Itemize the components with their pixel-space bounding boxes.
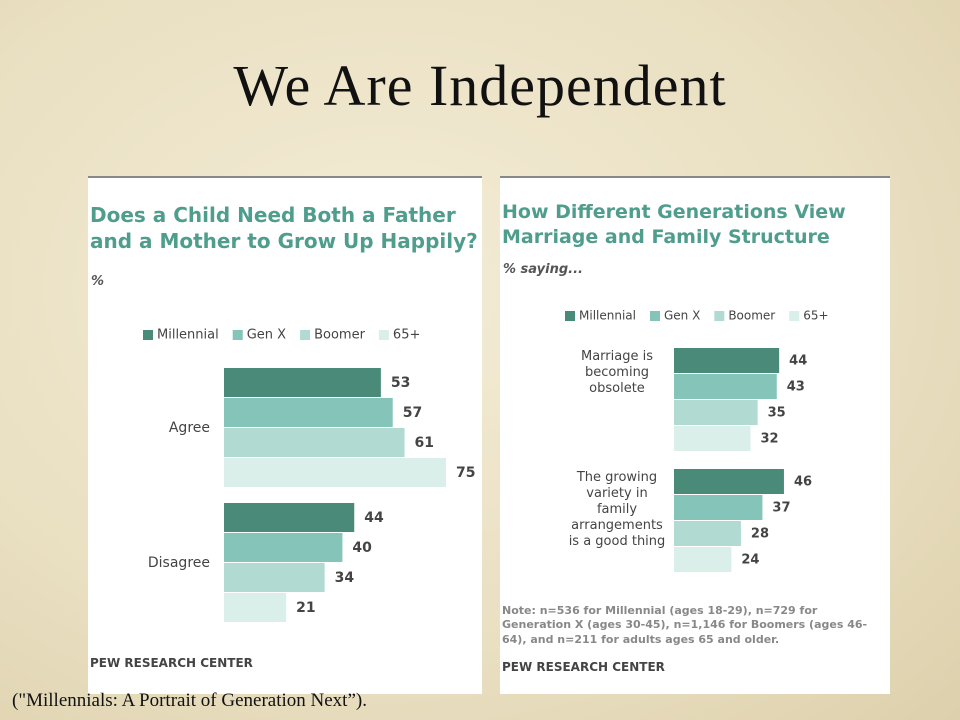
value-label: 44 <box>364 510 384 526</box>
legend-swatch <box>143 330 153 340</box>
bar <box>224 563 325 592</box>
legend-swatch <box>300 330 311 340</box>
legend-label: Boomer <box>314 328 365 343</box>
category-label: Agree <box>169 420 210 436</box>
value-label: 53 <box>391 375 410 391</box>
note: Note: n=536 for Millennial (ages 18-29),… <box>502 604 868 646</box>
source: PEW RESEARCH CENTER <box>90 656 253 670</box>
chart-panel: Does a Child Need Both a Father and a Mo… <box>88 176 482 694</box>
value-label: 35 <box>768 406 786 421</box>
bar <box>674 374 777 399</box>
bar <box>224 593 287 622</box>
bar <box>674 400 758 425</box>
bar <box>674 547 732 572</box>
bar <box>224 368 381 397</box>
chart-panel: How Different Generations View Marriage … <box>500 176 890 694</box>
bar <box>674 426 751 451</box>
value-label: 61 <box>415 435 434 451</box>
legend-label: Millennial <box>579 309 636 323</box>
legend-label: Gen X <box>247 328 286 343</box>
bar <box>224 458 446 487</box>
bar <box>674 495 763 520</box>
legend-label: 65+ <box>393 328 420 343</box>
caption: ("Millennials: A Portrait of Generation … <box>12 690 367 711</box>
value-label: 40 <box>352 540 372 556</box>
bar <box>224 503 355 532</box>
bar <box>674 348 780 373</box>
value-label: 75 <box>456 465 475 481</box>
value-label: 37 <box>772 501 790 516</box>
category-label: The growing variety in family arrangements i… <box>569 470 666 549</box>
legend-label: Boomer <box>728 309 775 323</box>
legend-swatch <box>649 311 660 321</box>
source: PEW RESEARCH CENTER <box>502 660 665 674</box>
value-label: 28 <box>751 527 769 542</box>
bar <box>674 521 741 546</box>
category-label: Disagree <box>148 555 210 571</box>
value-label: 32 <box>760 432 778 447</box>
value-label: 34 <box>335 570 355 586</box>
bar <box>224 533 343 562</box>
value-label: 57 <box>403 405 422 421</box>
chart-title: How Different Generations View Marriage … <box>502 201 846 248</box>
legend-swatch <box>789 311 800 321</box>
chart-title: Does a Child Need Both a Father and a Mo… <box>90 203 478 253</box>
legend-label: 65+ <box>803 309 828 323</box>
legend-label: Gen X <box>664 309 700 323</box>
legend-swatch <box>378 330 389 340</box>
bar <box>224 428 405 457</box>
value-label: 46 <box>794 475 812 490</box>
value-label: 43 <box>787 380 805 395</box>
bar <box>674 469 784 494</box>
legend-label: Millennial <box>157 328 219 343</box>
chart-subtitle: % saying... <box>503 262 583 277</box>
legend-swatch <box>232 330 243 340</box>
category-label: Marriage is becoming obsolete <box>581 349 653 396</box>
chart: Millennial Gen X Boomer 65+ 53 57 61 75 Agree 44 4… <box>143 328 475 622</box>
chart-subtitle: % <box>91 274 105 289</box>
bar <box>224 398 393 427</box>
legend-swatch <box>714 311 725 321</box>
value-label: 44 <box>789 354 807 369</box>
slide-title: We Are Independent <box>233 53 727 118</box>
legend-swatch <box>565 311 575 321</box>
value-label: 24 <box>741 553 759 568</box>
value-label: 21 <box>296 600 315 616</box>
